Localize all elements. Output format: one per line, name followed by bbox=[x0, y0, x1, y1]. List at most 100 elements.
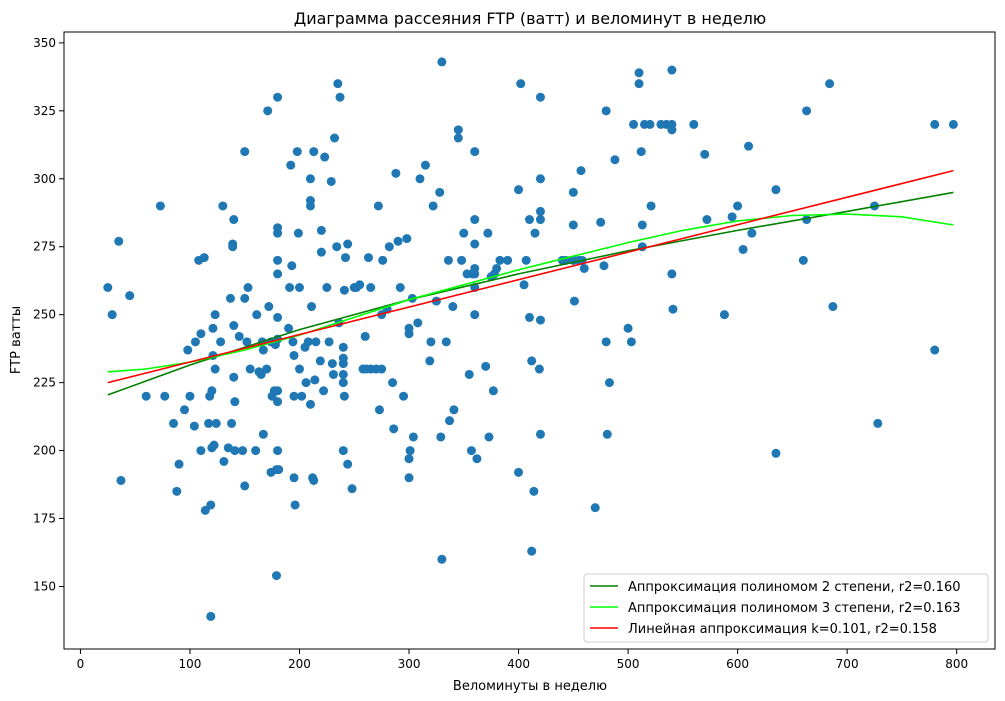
data-point bbox=[391, 168, 401, 178]
data-point bbox=[174, 459, 184, 469]
data-point bbox=[568, 220, 578, 230]
data-point bbox=[405, 446, 415, 456]
data-point bbox=[284, 323, 294, 333]
data-point bbox=[667, 65, 677, 75]
fit-line bbox=[107, 213, 954, 373]
data-point bbox=[448, 302, 458, 312]
data-point bbox=[488, 386, 498, 396]
data-point bbox=[311, 337, 321, 347]
data-point bbox=[305, 174, 315, 184]
data-point bbox=[240, 293, 250, 303]
data-point bbox=[229, 321, 239, 331]
data-point bbox=[211, 418, 221, 428]
data-point bbox=[470, 239, 480, 249]
data-point bbox=[634, 79, 644, 89]
data-point bbox=[535, 174, 545, 184]
data-point bbox=[402, 234, 412, 244]
y-tick-label: 200 bbox=[33, 444, 56, 458]
data-point bbox=[535, 206, 545, 216]
data-point bbox=[472, 454, 482, 464]
data-point bbox=[234, 331, 244, 341]
data-point bbox=[343, 239, 353, 249]
data-point bbox=[286, 160, 296, 170]
data-point bbox=[798, 255, 808, 265]
data-point bbox=[292, 147, 302, 157]
data-point bbox=[519, 280, 529, 290]
data-point bbox=[747, 228, 757, 238]
data-point bbox=[363, 253, 373, 263]
data-point bbox=[733, 201, 743, 211]
data-point bbox=[828, 302, 838, 312]
data-point bbox=[420, 160, 430, 170]
data-point bbox=[802, 106, 812, 116]
data-point bbox=[667, 119, 677, 129]
data-point bbox=[437, 57, 447, 67]
data-point bbox=[210, 364, 220, 374]
data-point bbox=[453, 133, 463, 143]
data-point bbox=[116, 475, 126, 485]
data-point bbox=[374, 405, 384, 415]
data-point bbox=[172, 486, 182, 496]
data-point bbox=[338, 342, 348, 352]
data-point bbox=[744, 141, 754, 151]
legend-label: Аппроксимация полиномом 2 степени, r2=0.… bbox=[628, 580, 961, 595]
data-point bbox=[229, 215, 239, 225]
data-point bbox=[601, 337, 611, 347]
data-point bbox=[373, 201, 383, 211]
data-point bbox=[273, 223, 283, 233]
data-point bbox=[293, 228, 303, 238]
data-point bbox=[155, 201, 165, 211]
data-point bbox=[294, 282, 304, 292]
y-tick-label: 350 bbox=[33, 36, 56, 50]
data-point bbox=[527, 356, 537, 366]
data-point bbox=[309, 147, 319, 157]
data-point bbox=[183, 345, 193, 355]
fit-line bbox=[107, 169, 954, 384]
data-point bbox=[596, 217, 606, 227]
data-point bbox=[141, 391, 151, 401]
data-point bbox=[316, 225, 326, 235]
data-point bbox=[466, 446, 476, 456]
data-point bbox=[530, 228, 540, 238]
data-point bbox=[297, 391, 307, 401]
data-point bbox=[243, 282, 253, 292]
data-point bbox=[516, 79, 526, 89]
data-point bbox=[343, 459, 353, 469]
data-point bbox=[273, 446, 283, 456]
data-point bbox=[459, 228, 469, 238]
data-point bbox=[702, 215, 712, 225]
data-point bbox=[445, 416, 455, 426]
data-point bbox=[399, 391, 409, 401]
data-point bbox=[209, 440, 219, 450]
data-point bbox=[288, 337, 298, 347]
data-point bbox=[301, 378, 311, 388]
data-point bbox=[208, 323, 218, 333]
data-point bbox=[227, 418, 237, 428]
data-point bbox=[535, 429, 545, 439]
chart-title: Диаграмма рассеяния FTP (ватт) и веломин… bbox=[294, 9, 767, 28]
data-point bbox=[196, 329, 206, 339]
data-point bbox=[629, 119, 639, 129]
data-point bbox=[388, 378, 398, 388]
data-point bbox=[568, 187, 578, 197]
data-point bbox=[525, 215, 534, 225]
data-point bbox=[320, 152, 330, 162]
data-point bbox=[527, 546, 537, 556]
data-point bbox=[303, 337, 313, 347]
data-point bbox=[204, 418, 214, 428]
data-point bbox=[287, 261, 297, 271]
data-point bbox=[645, 119, 655, 129]
data-point bbox=[335, 92, 345, 102]
data-point bbox=[408, 432, 418, 442]
data-point bbox=[216, 337, 226, 347]
data-point bbox=[196, 446, 206, 456]
data-point bbox=[771, 185, 781, 195]
data-point bbox=[271, 571, 281, 581]
data-point bbox=[309, 475, 319, 485]
data-point bbox=[529, 486, 539, 496]
data-point bbox=[484, 432, 494, 442]
data-point bbox=[333, 79, 343, 89]
scatter-points bbox=[103, 57, 958, 621]
data-point bbox=[389, 424, 399, 434]
data-point bbox=[415, 174, 425, 184]
